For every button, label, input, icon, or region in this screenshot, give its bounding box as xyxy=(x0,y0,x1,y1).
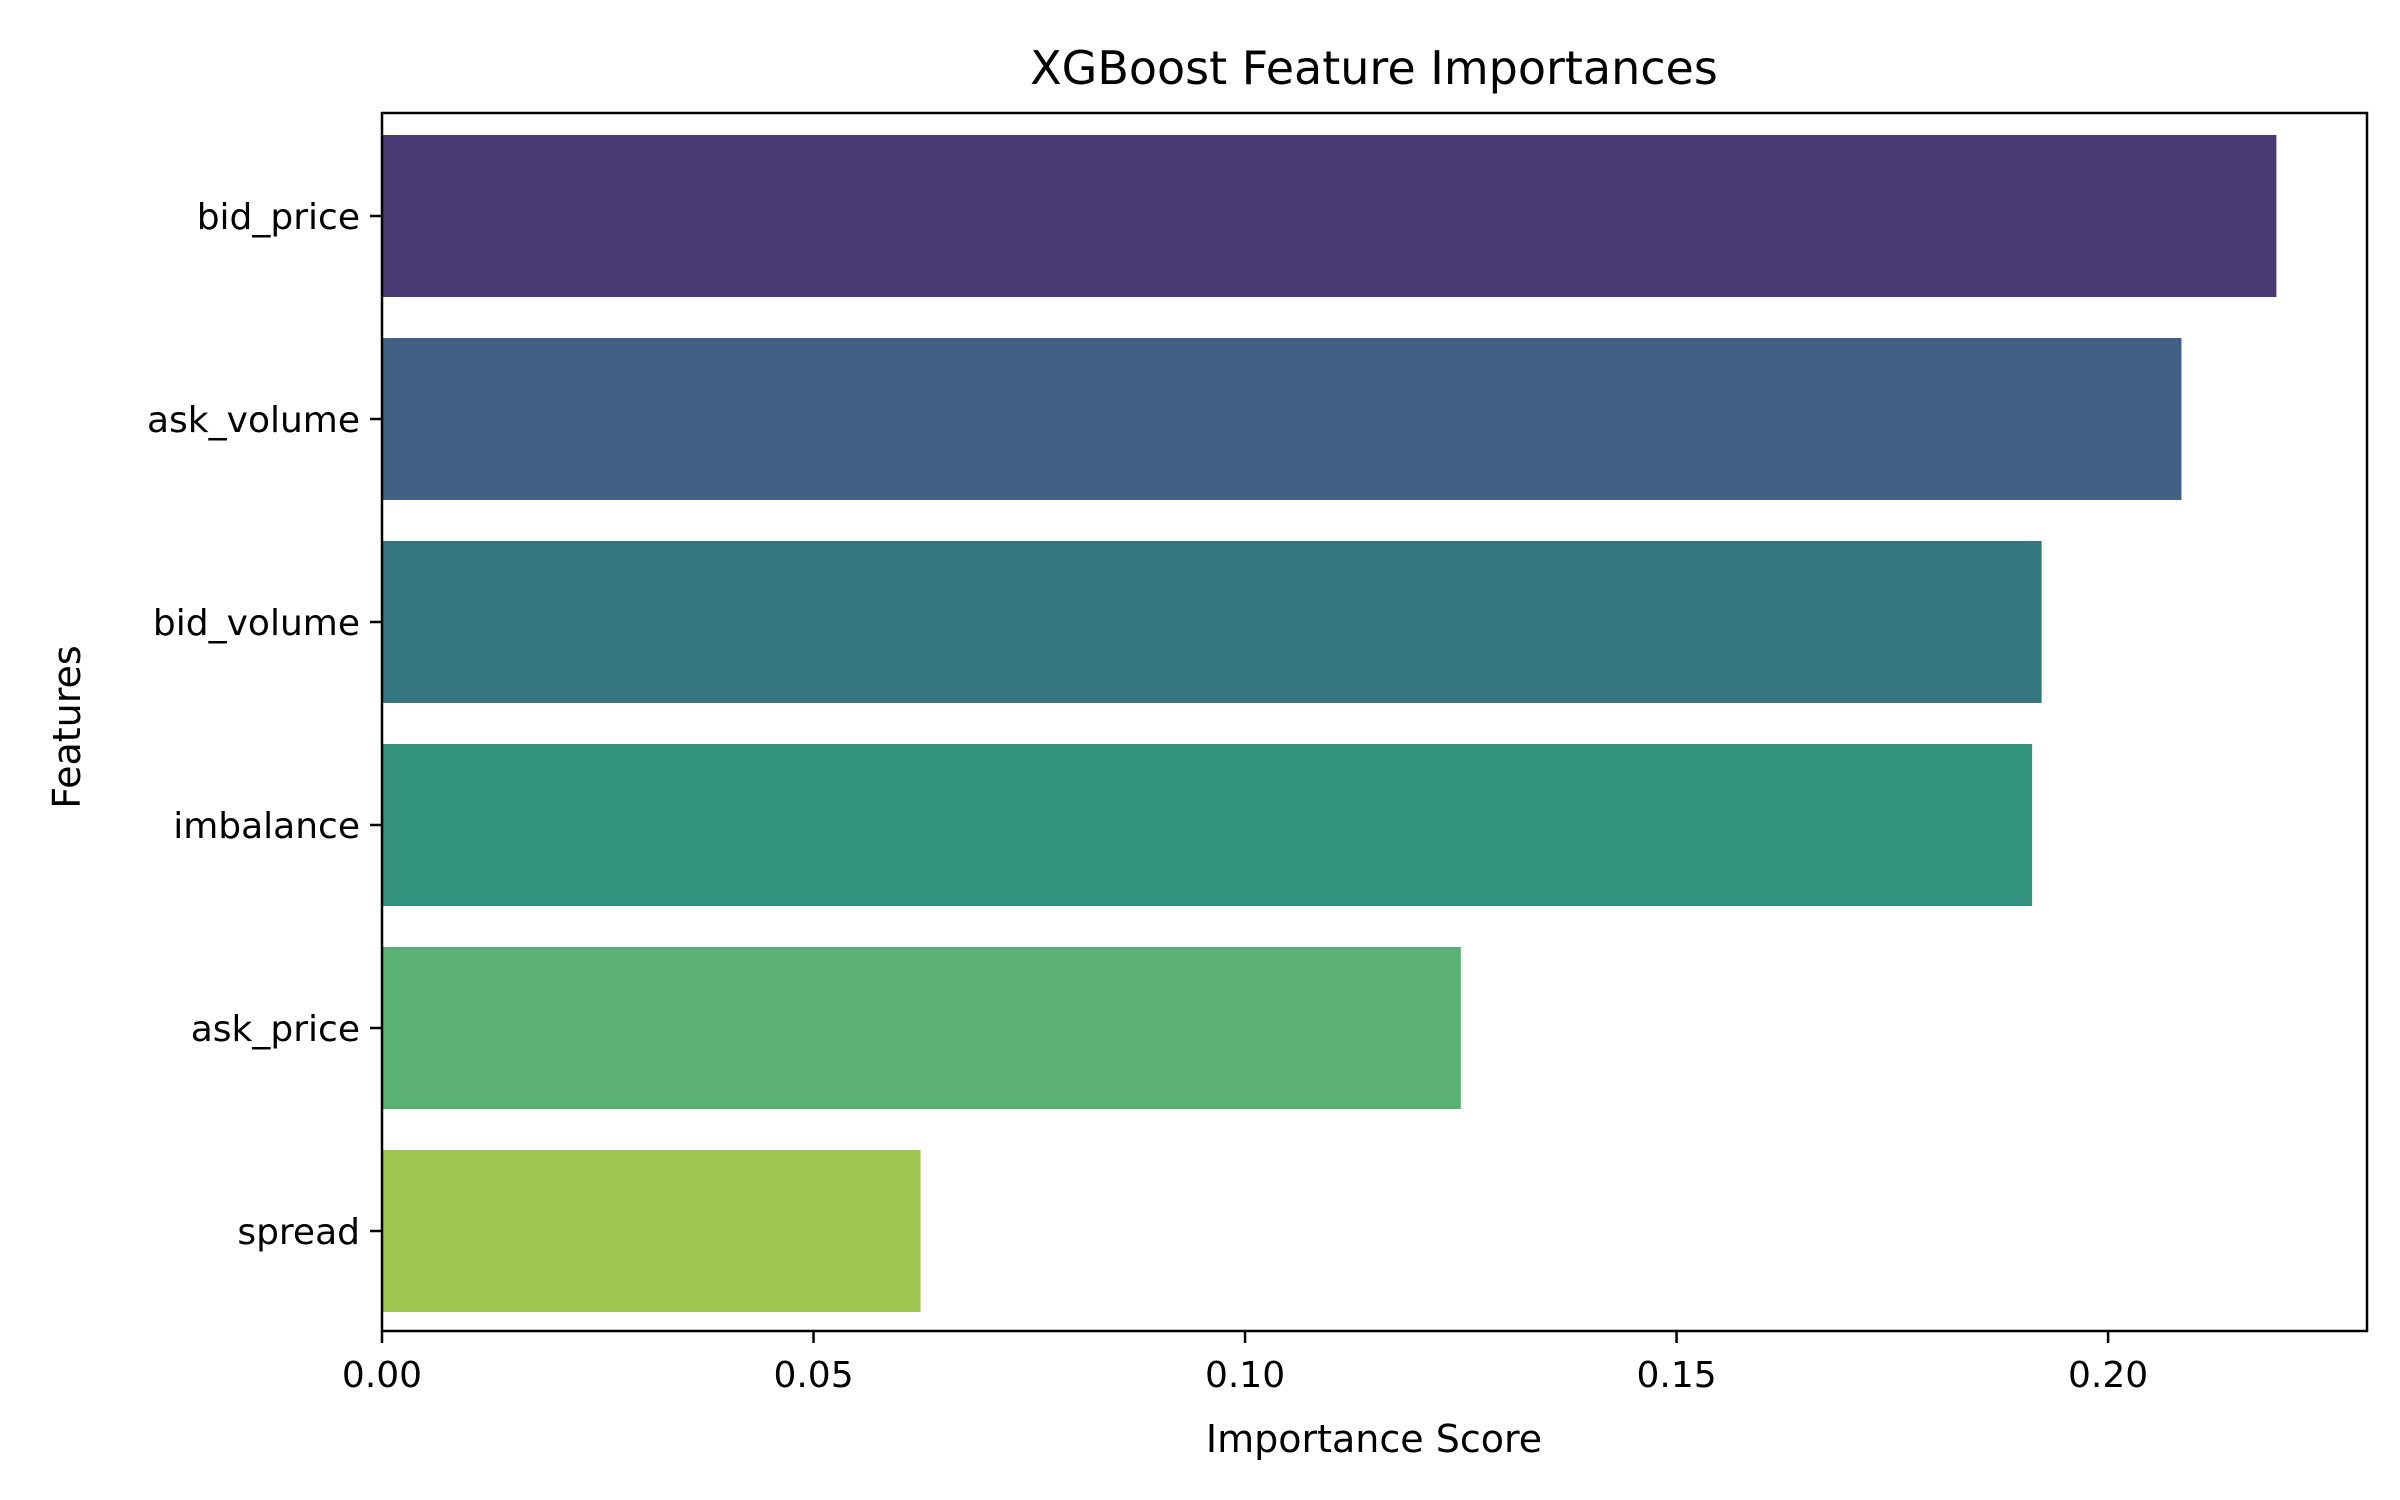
bar-spread xyxy=(382,1150,921,1312)
bar-bid-volume xyxy=(382,541,2042,703)
bar-ask-volume xyxy=(382,338,2182,500)
y-axis-label: Features xyxy=(45,645,89,808)
y-tick-label: bid_volume xyxy=(153,603,360,644)
y-tick-label: ask_price xyxy=(191,1009,360,1050)
bar-imbalance xyxy=(382,744,2033,906)
bar-ask-price xyxy=(382,947,1461,1109)
plot-frame xyxy=(380,111,2369,1333)
y-tick-label: bid_price xyxy=(197,197,360,238)
y-tick-label: ask_volume xyxy=(147,400,360,441)
y-axis: bid_price ask_volume bid_volume imbalance as… xyxy=(147,197,382,1253)
x-axis: 0.00 0.05 0.10 0.15 0.20 xyxy=(342,1331,2148,1396)
x-tick-label: 0.20 xyxy=(2068,1355,2148,1396)
bar-bid-price xyxy=(382,135,2277,297)
x-axis-label: Importance Score xyxy=(1206,1417,1542,1461)
y-tick-label: imbalance xyxy=(173,806,360,847)
y-tick-label: spread xyxy=(237,1212,360,1253)
x-tick-label: 0.15 xyxy=(1636,1355,1716,1396)
x-tick-label: 0.05 xyxy=(773,1355,853,1396)
bars-group xyxy=(382,135,2277,1312)
chart-title: XGBoost Feature Importances xyxy=(1030,41,1718,95)
x-tick-label: 0.10 xyxy=(1205,1355,1285,1396)
x-tick-label: 0.00 xyxy=(342,1355,422,1396)
